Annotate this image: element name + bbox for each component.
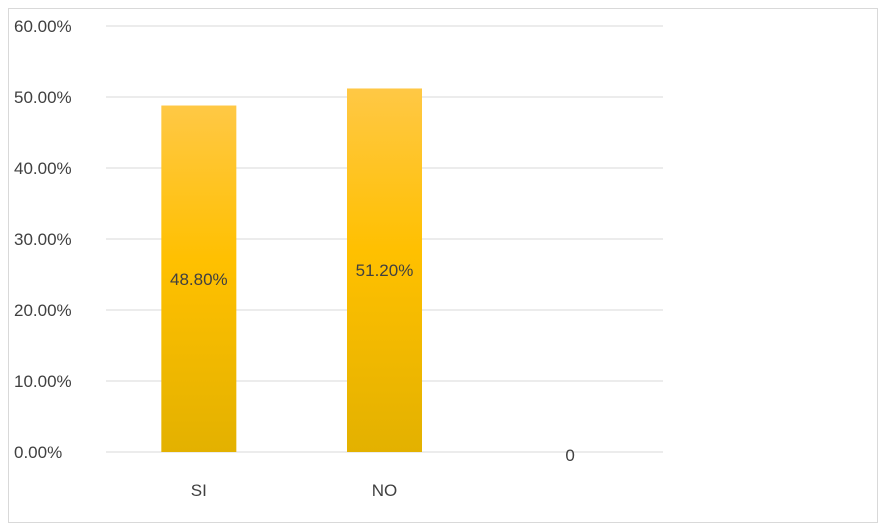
y-tick-label: 50.00% xyxy=(14,88,72,107)
bar-no xyxy=(347,88,422,452)
y-axis-ticks: 0.00% 10.00% 20.00% 30.00% 40.00% 50.00% 60.00… xyxy=(14,17,72,462)
chart-frame xyxy=(8,8,878,523)
y-tick-label: 20.00% xyxy=(14,301,72,320)
bars xyxy=(161,88,422,453)
y-tick-label: 30.00% xyxy=(14,230,72,249)
x-axis-categories: SI NO 0 xyxy=(191,446,575,500)
category-label: SI xyxy=(191,481,207,500)
category-label: 0 xyxy=(565,446,574,465)
y-tick-label: 40.00% xyxy=(14,159,72,178)
data-label: 51.20% xyxy=(356,261,414,280)
data-labels: 48.80% 51.20% xyxy=(170,261,413,289)
bar-si xyxy=(161,105,237,453)
y-tick-label: 10.00% xyxy=(14,372,72,391)
category-label: NO xyxy=(372,481,398,500)
data-label: 48.80% xyxy=(170,270,228,289)
y-tick-label: 60.00% xyxy=(14,17,72,36)
y-tick-label: 0.00% xyxy=(14,443,62,462)
